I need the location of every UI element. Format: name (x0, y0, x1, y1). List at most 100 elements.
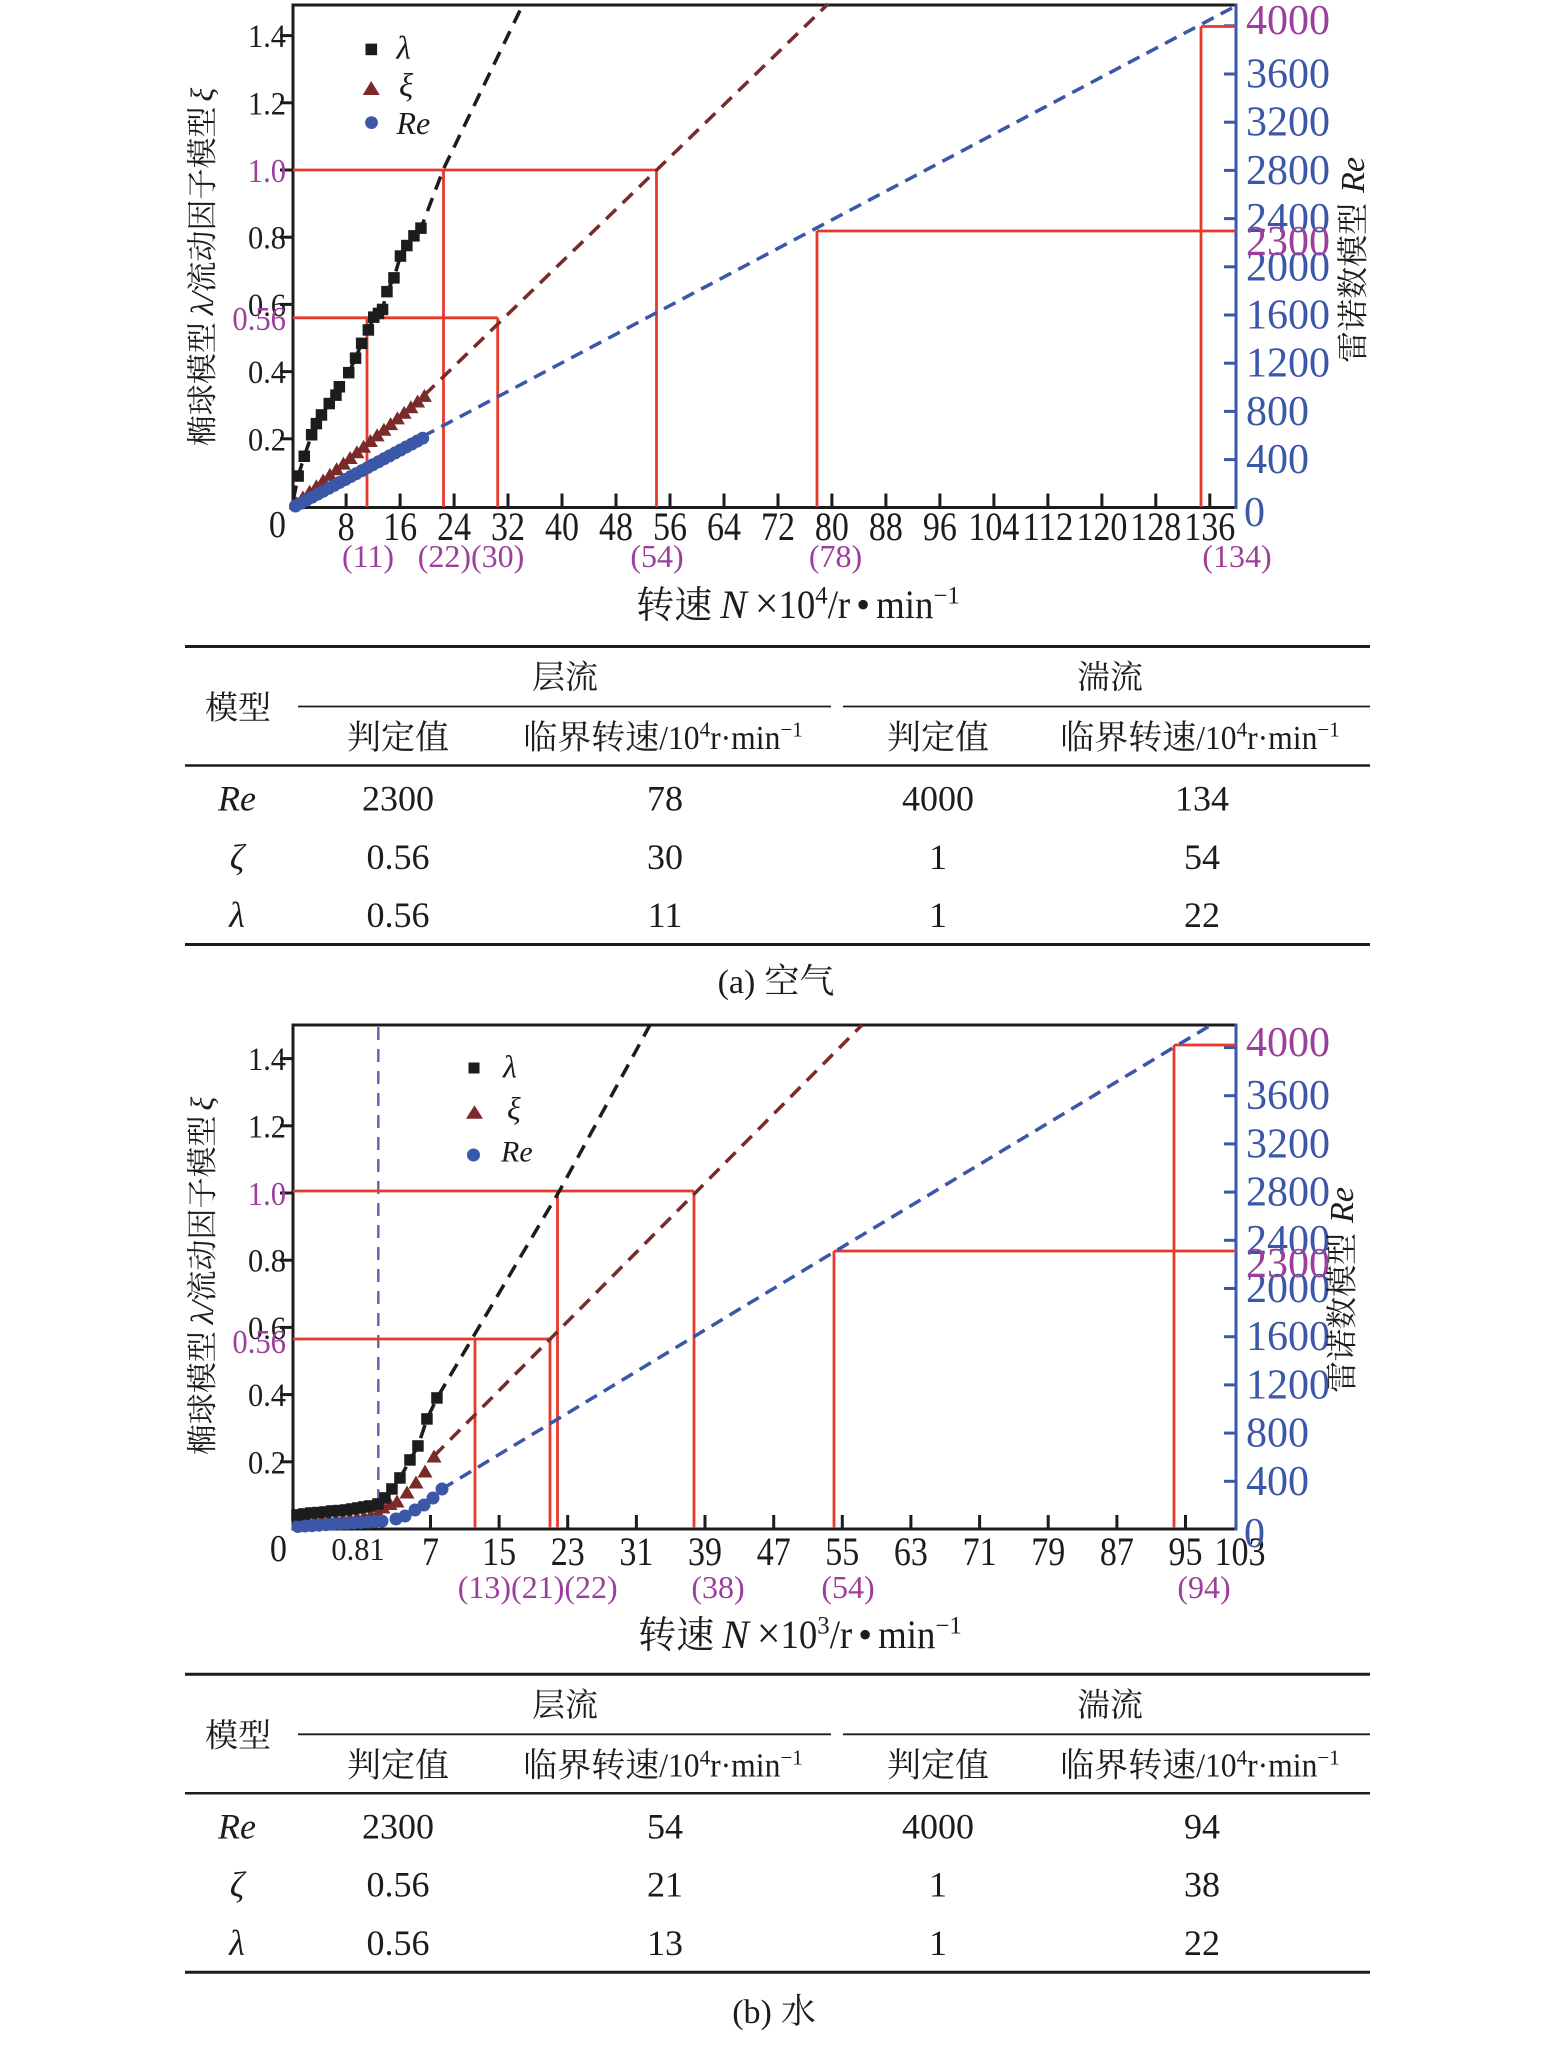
svg-text:400: 400 (1246, 1459, 1309, 1505)
svg-text:(11): (11) (342, 538, 394, 574)
svg-text:0.81: 0.81 (331, 1531, 384, 1567)
svg-text:63: 63 (894, 1529, 928, 1574)
svg-text:4: 4 (1237, 718, 1248, 742)
svg-text:ξ: ξ (399, 68, 414, 104)
svg-text:/r: /r (830, 1612, 853, 1657)
svg-text:×: × (757, 1609, 781, 1658)
svg-text:λ: λ (228, 1923, 245, 1963)
svg-text:30: 30 (647, 837, 683, 877)
svg-text:128: 128 (1130, 504, 1181, 549)
svg-text:(38): (38) (691, 1569, 744, 1605)
svg-text:−1: −1 (935, 1613, 961, 1640)
svg-text:0.4: 0.4 (248, 1378, 286, 1414)
svg-text:54: 54 (647, 1806, 683, 1846)
svg-text:104: 104 (968, 504, 1019, 549)
svg-text:13: 13 (647, 1923, 683, 1963)
svg-text:1: 1 (929, 1923, 947, 1963)
svg-text:•: • (858, 1612, 872, 1657)
svg-text:/10: /10 (1196, 1748, 1236, 1785)
svg-text:Re: Re (500, 1136, 533, 1169)
svg-text:55: 55 (825, 1529, 859, 1574)
svg-text:1.2: 1.2 (248, 1109, 286, 1145)
svg-text:32: 32 (491, 504, 525, 549)
svg-text:Re: Re (1324, 1187, 1361, 1224)
svg-text:4: 4 (815, 583, 828, 610)
svg-text:71: 71 (963, 1529, 997, 1574)
svg-text:2400: 2400 (1246, 1218, 1330, 1264)
svg-text:88: 88 (869, 504, 903, 549)
svg-text:94: 94 (1184, 1806, 1220, 1846)
svg-text:−1: −1 (933, 583, 959, 610)
svg-text:23: 23 (551, 1529, 585, 1574)
svg-text:95: 95 (1169, 1529, 1203, 1574)
svg-text:Re: Re (217, 779, 256, 819)
svg-text:/10: /10 (659, 1748, 699, 1785)
svg-text:min: min (878, 1612, 935, 1657)
svg-text:134: 134 (1175, 779, 1229, 819)
svg-text:2000: 2000 (1246, 1266, 1330, 1312)
svg-text:ξ: ξ (507, 1091, 521, 1127)
svg-text:1600: 1600 (1246, 1314, 1330, 1360)
svg-text:4: 4 (700, 718, 711, 742)
svg-text:136: 136 (1184, 504, 1235, 549)
svg-text:54: 54 (1184, 837, 1220, 877)
svg-text:λ/: λ/ (184, 289, 220, 316)
svg-text:11: 11 (648, 895, 683, 935)
svg-text:0.56: 0.56 (367, 895, 430, 935)
svg-text:79: 79 (1031, 1529, 1065, 1574)
svg-text:2300: 2300 (362, 779, 434, 819)
svg-text:0.56: 0.56 (367, 1865, 430, 1905)
svg-text:64: 64 (707, 504, 741, 549)
svg-text:Re: Re (396, 105, 431, 141)
svg-text:−1: −1 (780, 718, 802, 742)
svg-text:0.8: 0.8 (248, 221, 286, 257)
svg-text:22: 22 (1184, 1923, 1220, 1963)
svg-text:0.56: 0.56 (367, 1923, 430, 1963)
svg-text:ξ: ξ (184, 88, 220, 102)
svg-text:ζ: ζ (230, 837, 247, 877)
svg-text:8: 8 (338, 504, 355, 549)
svg-text:λ: λ (228, 895, 245, 935)
svg-text:0: 0 (1244, 1511, 1265, 1557)
svg-text:Re: Re (1335, 157, 1372, 194)
svg-text:−1: −1 (1317, 1746, 1339, 1770)
svg-text:120: 120 (1076, 504, 1127, 549)
svg-text:(b): (b) (732, 1994, 772, 2031)
svg-text:(134): (134) (1202, 538, 1271, 574)
svg-text:22: 22 (1184, 895, 1220, 935)
svg-text:λ/: λ/ (184, 1298, 220, 1325)
svg-text:2400: 2400 (1246, 196, 1330, 242)
svg-text:103: 103 (1215, 1529, 1266, 1574)
svg-text:96: 96 (923, 504, 957, 549)
svg-text:4: 4 (700, 1746, 711, 1770)
svg-text:2300: 2300 (1246, 219, 1330, 265)
svg-text:0.56: 0.56 (367, 837, 430, 877)
svg-text:2800: 2800 (1246, 1170, 1330, 1216)
svg-text:4000: 4000 (902, 779, 974, 819)
svg-text:min: min (876, 582, 933, 627)
svg-text:(22)(30): (22)(30) (418, 538, 525, 574)
svg-text:/r: /r (828, 582, 851, 627)
svg-text:2000: 2000 (1246, 244, 1330, 290)
svg-text:10: 10 (781, 1612, 818, 1657)
svg-text:1600: 1600 (1246, 293, 1330, 339)
svg-text:3600: 3600 (1246, 52, 1330, 98)
svg-text:−1: −1 (780, 1746, 802, 1770)
svg-text:3600: 3600 (1246, 1073, 1330, 1119)
svg-text:4000: 4000 (1246, 0, 1330, 44)
svg-text:3200: 3200 (1246, 1121, 1330, 1167)
svg-text:24: 24 (437, 504, 471, 549)
svg-text:4000: 4000 (902, 1806, 974, 1846)
svg-text:21: 21 (647, 1865, 683, 1905)
svg-text:87: 87 (1100, 1529, 1134, 1574)
svg-text:1: 1 (929, 837, 947, 877)
svg-text:1200: 1200 (1246, 1362, 1330, 1408)
svg-text:0: 0 (269, 504, 286, 546)
svg-text:/10: /10 (659, 720, 699, 757)
svg-text:(a): (a) (718, 964, 756, 1001)
svg-text:0.8: 0.8 (248, 1244, 286, 1280)
svg-text:r·min: r·min (1247, 720, 1317, 757)
svg-text:ξ: ξ (184, 1097, 220, 1111)
svg-text:r·min: r·min (710, 1748, 780, 1785)
svg-text:1.4: 1.4 (248, 1042, 286, 1078)
